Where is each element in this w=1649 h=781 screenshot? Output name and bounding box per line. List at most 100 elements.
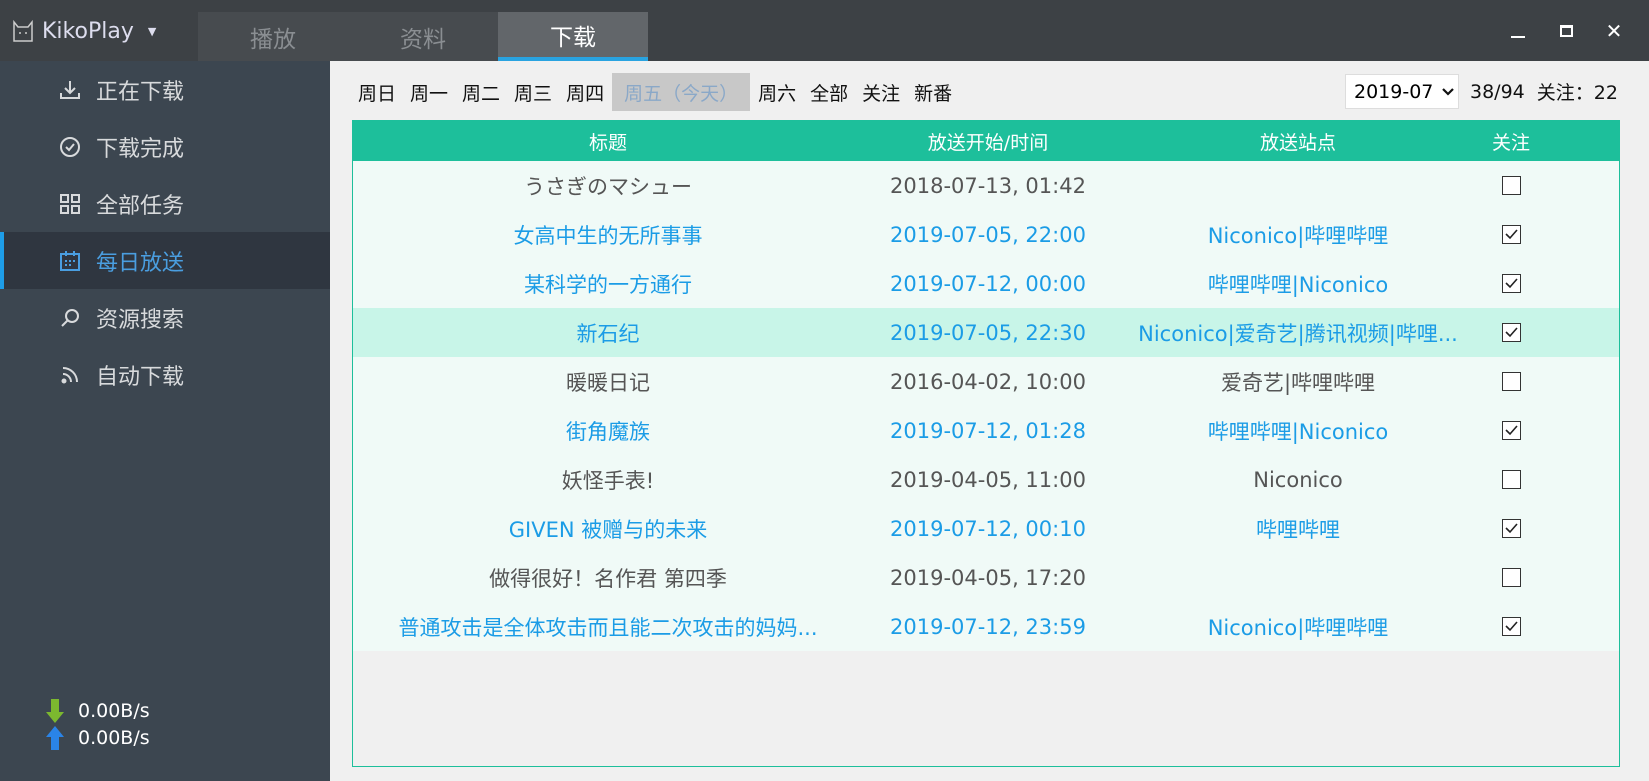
tab-library[interactable]: 资料 (348, 12, 498, 61)
day-filter-button[interactable]: 新番 (914, 82, 953, 105)
time-cell: 2019-07-12, 00:00 (890, 271, 1086, 296)
day-filter-button[interactable]: 全部 (810, 82, 849, 105)
time-cell: 2018-07-13, 01:42 (890, 173, 1086, 198)
check-icon (1504, 523, 1518, 534)
title-cell: 暖暖日记 (566, 370, 650, 395)
tab-download[interactable]: 下载 (498, 12, 648, 61)
time-cell: 2019-07-05, 22:00 (890, 222, 1086, 247)
sidebar-item-auto-download[interactable]: 自动下载 (0, 346, 330, 403)
time-cell: 2019-07-12, 01:28 (890, 418, 1086, 443)
sites-cell: 哔哩哔哩|Niconico (1207, 272, 1389, 297)
grid-icon (60, 193, 80, 214)
title-cell: 街角魔族 (566, 419, 650, 444)
follow-cell (1483, 406, 1539, 455)
follow-cell (1483, 455, 1539, 504)
check-icon (1504, 229, 1518, 240)
close-icon: ✕ (1605, 19, 1623, 43)
follow-checkbox[interactable] (1501, 617, 1521, 636)
minimize-button[interactable] (1503, 18, 1533, 44)
download-speed-value: 0.00B/s (78, 700, 150, 722)
sidebar-item-downloading[interactable]: 正在下载 (0, 61, 330, 118)
follow-cell (1483, 553, 1539, 602)
sites-cell: Niconico|哔哩哔哩 (1207, 223, 1389, 248)
title-cell: 普通攻击是全体攻击而且能二次攻击的妈妈... (398, 615, 818, 640)
header-title[interactable]: 标题 (588, 131, 627, 154)
table-row[interactable]: 妖怪手表! 2019-04-05, 11:00 Niconico (353, 455, 1619, 504)
table-row[interactable]: 暖暖日记 2016-04-02, 10:00 爱奇艺|哔哩哔哩 (353, 357, 1619, 406)
follow-checkbox[interactable] (1501, 421, 1521, 440)
day-filter-button[interactable]: 周日 (358, 82, 397, 105)
app-name: KikoPlay (42, 18, 134, 44)
maximize-button[interactable] (1551, 18, 1581, 44)
time-cell: 2019-07-12, 23:59 (890, 614, 1086, 639)
time-cell: 2016-04-02, 10:00 (890, 369, 1086, 394)
follow-cell (1483, 504, 1539, 553)
time-cell: 2019-04-05, 17:20 (890, 565, 1086, 590)
table-row[interactable]: 女高中生的无所事事 2019-07-05, 22:00 Niconico|哔哩哔哩 (353, 210, 1619, 259)
table-header: 标题 放送开始/时间 放送站点 关注 (353, 121, 1619, 161)
table-row[interactable]: 新石纪 2019-07-05, 22:30 Niconico|爱奇艺|腾讯视频|哔哩… (353, 308, 1619, 357)
follow-checkbox[interactable] (1501, 470, 1521, 489)
sites-cell (1113, 553, 1483, 602)
follow-checkbox[interactable] (1501, 519, 1521, 538)
title-cell: 做得很好！名作君 第四季 (489, 566, 727, 591)
sidebar-item-label: 每日放送 (96, 250, 185, 276)
day-filter-button[interactable]: 周五（今天） (612, 73, 751, 111)
time-cell: 2019-07-12, 00:10 (890, 516, 1086, 541)
follow-cell (1483, 308, 1539, 357)
follow-cell (1483, 161, 1539, 210)
table-row[interactable]: 街角魔族 2019-07-12, 01:28 哔哩哔哩|Niconico (353, 406, 1619, 455)
title-bar: KikoPlay ▼ 播放 资料 下载 ✕ (0, 0, 1649, 61)
sidebar-item-completed[interactable]: 下载完成 (0, 118, 330, 175)
day-filter-button[interactable]: 周四 (566, 82, 605, 105)
broadcast-table: 标题 放送开始/时间 放送站点 关注 うさぎのマシュー 2018-07-13, 0… (352, 120, 1620, 767)
day-filter-button[interactable]: 周六 (758, 82, 797, 105)
follow-checkbox[interactable] (1501, 274, 1521, 293)
day-filter-button[interactable]: 关注 (862, 82, 901, 105)
sites-cell: Niconico (1253, 467, 1343, 492)
follow-checkbox[interactable] (1501, 225, 1521, 244)
table-row[interactable]: 做得很好！名作君 第四季 2019-04-05, 17:20 (353, 553, 1619, 602)
follow-checkbox[interactable] (1501, 323, 1521, 342)
shown-count: 38/94 (1470, 80, 1525, 103)
app-menu-button[interactable]: KikoPlay ▼ (12, 14, 156, 48)
sites-cell: 哔哩哔哩 (1256, 517, 1340, 542)
table-row[interactable]: 某科学的一方通行 2019-07-12, 00:00 哔哩哔哩|Niconico (353, 259, 1619, 308)
minimize-icon (1511, 36, 1525, 38)
close-button[interactable]: ✕ (1599, 18, 1629, 44)
month-select[interactable]: 2019-07 (1345, 74, 1459, 109)
title-cell: うさぎのマシュー (524, 174, 692, 199)
arrow-up-icon (46, 726, 64, 750)
sidebar-item-all-tasks[interactable]: 全部任务 (0, 175, 330, 232)
header-sites[interactable]: 放送站点 (1259, 131, 1336, 154)
follow-checkbox[interactable] (1501, 176, 1521, 195)
sidebar-item-label: 资源搜索 (96, 307, 185, 333)
tab-play[interactable]: 播放 (198, 12, 348, 61)
header-follow[interactable]: 关注 (1491, 131, 1530, 154)
sites-cell: 爱奇艺|哔哩哔哩 (1220, 370, 1376, 395)
title-cell: 女高中生的无所事事 (513, 223, 703, 248)
header-time[interactable]: 放送开始/时间 (927, 131, 1049, 154)
day-filter-button[interactable]: 周二 (462, 82, 501, 105)
title-cell: 新石纪 (576, 321, 640, 346)
sites-cell: 哔哩哔哩|Niconico (1207, 419, 1389, 444)
check-icon (1504, 327, 1518, 338)
follow-count: 关注：22 (1536, 82, 1618, 104)
table-row[interactable]: 普通攻击是全体攻击而且能二次攻击的妈妈... 2019-07-12, 23:59 N… (353, 602, 1619, 651)
table-row[interactable]: うさぎのマシュー 2018-07-13, 01:42 (353, 161, 1619, 210)
sites-cell (1113, 161, 1483, 210)
follow-checkbox[interactable] (1501, 372, 1521, 391)
follow-cell (1483, 210, 1539, 259)
cat-icon (13, 19, 33, 42)
day-filter-button[interactable]: 周一 (410, 82, 449, 105)
title-cell: 妖怪手表! (561, 468, 655, 493)
caret-down-icon: ▼ (147, 24, 157, 38)
day-filter-button[interactable]: 周三 (514, 82, 553, 105)
title-cell: GIVEN 被赠与的未来 (508, 517, 708, 542)
table-row[interactable]: GIVEN 被赠与的未来 2019-07-12, 00:10 哔哩哔哩 (353, 504, 1619, 553)
title-cell: 某科学的一方通行 (524, 272, 692, 297)
follow-cell (1483, 357, 1539, 406)
sidebar-item-daily-broadcast[interactable]: 每日放送 (0, 232, 330, 289)
follow-checkbox[interactable] (1501, 568, 1521, 587)
sidebar-item-resource-search[interactable]: 资源搜索 (0, 289, 330, 346)
